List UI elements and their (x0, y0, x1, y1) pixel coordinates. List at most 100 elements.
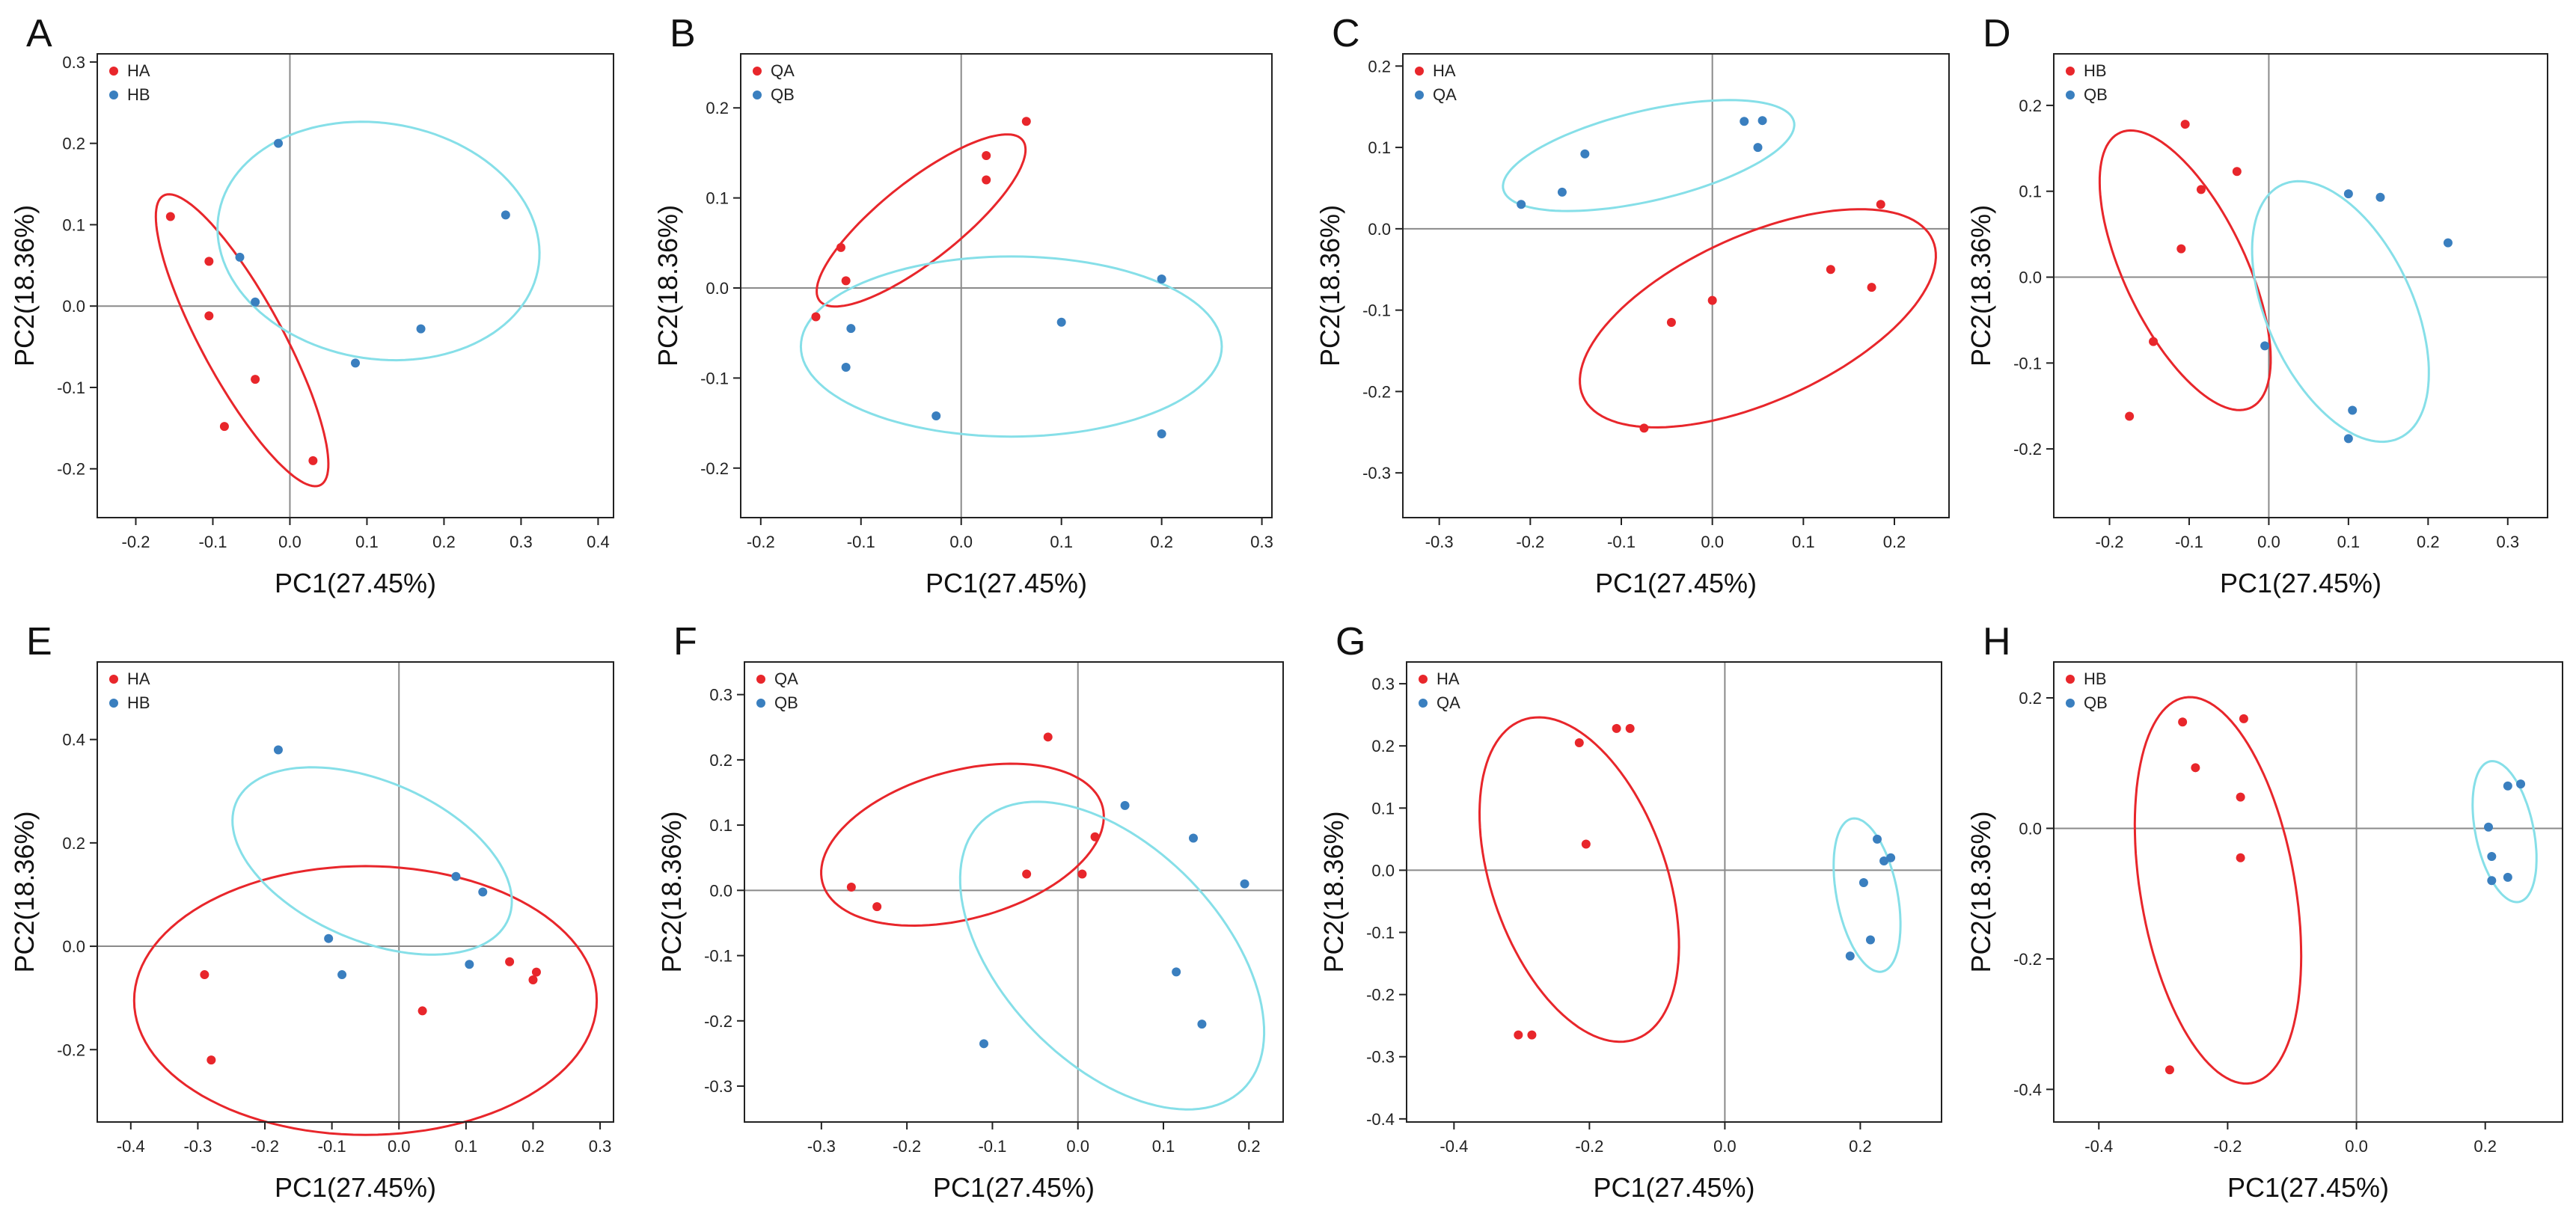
point-qa (836, 242, 845, 252)
y-tick-label: 0.2 (1371, 737, 1395, 755)
x-tick-label: -0.1 (318, 1137, 346, 1156)
x-tick-label: 0.2 (2417, 533, 2440, 551)
point-hb (2232, 167, 2242, 177)
legend-marker-qa (1415, 91, 1424, 99)
y-tick-label: 0.3 (1371, 675, 1395, 693)
y-tick-label: 0.0 (706, 279, 729, 298)
plot-frame (1402, 53, 1950, 518)
x-axis-label: PC1(27.45%) (2220, 568, 2381, 598)
panel-e: -0.4 -0.3 -0.2 -0.1 0.0 0.1 0.2 0.3 -0.2 0.0 0.2 0.… (9, 620, 614, 1203)
y-tick-label: 0.0 (2019, 819, 2042, 838)
plot-frame (2053, 661, 2563, 1123)
confidence-ellipse-qb (2251, 180, 2430, 444)
point-qa (982, 151, 991, 161)
legend-marker-qb (753, 91, 762, 99)
confidence-ellipse-qb (2471, 760, 2538, 904)
point-hb (2191, 763, 2200, 773)
y-tick-label: 0.0 (62, 937, 85, 956)
x-tick-label: -0.2 (122, 533, 150, 551)
point-qb (2343, 434, 2353, 444)
confidence-ellipse-ha (1579, 208, 1937, 429)
y-tick-label: -0.3 (704, 1077, 732, 1096)
point-qa (1886, 853, 1896, 862)
x-tick-label: 0.2 (1237, 1137, 1261, 1156)
plot-frame (2053, 53, 2548, 518)
panel-h: -0.4 -0.2 0.0 0.2 -0.4 -0.2 0.0 0.2 PC1(27.45%) P… (1965, 620, 2563, 1203)
panel-a: -0.2 -0.1 0.0 0.1 0.2 0.3 0.4 -0.2 -0.1 0.0 0.1 0.2… (9, 12, 614, 598)
point-ha (1867, 283, 1876, 292)
y-axis-label: PC2(18.36%) (652, 205, 683, 367)
x-tick-label: -0.1 (2175, 533, 2203, 551)
y-tick-label: -0.1 (700, 369, 729, 387)
point-qa (1858, 878, 1868, 888)
point-qb (2260, 341, 2270, 351)
point-qb (1240, 879, 1249, 889)
point-qa (1580, 149, 1590, 159)
point-qb (1157, 274, 1166, 283)
plot-frame (744, 661, 1284, 1123)
y-tick-label: -0.2 (1366, 986, 1395, 1005)
point-ha (1625, 723, 1635, 733)
point-ha (204, 311, 214, 321)
legend-label-ha: HA (127, 669, 150, 688)
panel-label: D (1983, 12, 2011, 55)
confidence-ellipse-hb (231, 766, 513, 956)
x-tick-label: -0.2 (747, 533, 775, 551)
x-tick-label: 0.2 (2473, 1137, 2497, 1156)
point-hb (2178, 717, 2188, 727)
x-tick-label: -0.3 (807, 1137, 836, 1156)
y-tick-label: 0.2 (62, 834, 85, 853)
point-qb (1056, 317, 1066, 327)
point-qb (846, 324, 856, 334)
y-tick-label: -0.1 (704, 947, 732, 966)
point-qa (872, 902, 882, 912)
confidence-ellipse-hb (2098, 129, 2272, 411)
plot-frame (740, 53, 1273, 518)
x-tick-label: 0.1 (1792, 533, 1815, 551)
legend-label-qb: QB (2084, 693, 2108, 712)
point-hb (2236, 792, 2245, 802)
x-tick-label: 0.1 (1152, 1137, 1175, 1156)
point-ha (531, 967, 541, 977)
y-tick-label: -0.1 (1362, 301, 1391, 320)
point-hb (2196, 185, 2206, 194)
point-hb (235, 252, 245, 262)
legend-marker-ha (109, 675, 118, 684)
y-tick-label: -0.1 (1366, 924, 1395, 942)
y-tick-label: 0.0 (1368, 220, 1391, 239)
point-qb (2516, 779, 2526, 789)
point-hb (2164, 1065, 2174, 1075)
panel-g: -0.4 -0.2 0.0 0.2 -0.4 -0.3 -0.2 -0.1 0.0 0.1 0.2 0… (1318, 620, 1942, 1203)
point-qa (1517, 200, 1526, 209)
y-tick-label: 0.2 (62, 135, 85, 153)
point-hb (273, 745, 283, 755)
x-tick-label: 0.1 (455, 1137, 478, 1156)
y-axis-label: PC2(18.36%) (1965, 811, 1996, 972)
point-hb (478, 887, 488, 897)
point-qb (979, 1039, 988, 1049)
legend-marker-ha (1419, 675, 1428, 684)
point-hb (274, 138, 284, 148)
y-tick-label: 0.0 (1371, 861, 1395, 880)
point-hb (501, 210, 510, 220)
x-tick-label: 0.1 (355, 533, 379, 551)
x-tick-label: 0.0 (2345, 1137, 2368, 1156)
point-qa (1879, 856, 1889, 865)
x-tick-label: -0.2 (1516, 533, 1544, 551)
y-axis-label: PC2(18.36%) (1965, 205, 1996, 367)
x-tick-label: -0.1 (847, 533, 875, 551)
point-ha (1666, 317, 1676, 327)
x-tick-label: 0.2 (1883, 533, 1906, 551)
point-qa (1757, 116, 1767, 126)
x-tick-label: 0.4 (587, 533, 610, 551)
x-tick-label: 0.0 (2257, 533, 2280, 551)
point-qb (2443, 238, 2453, 248)
point-qb (2484, 822, 2494, 832)
point-ha (1612, 723, 1621, 733)
plot-frame (97, 661, 614, 1123)
x-tick-label: 0.2 (1150, 533, 1173, 551)
y-tick-label: 0.0 (62, 297, 85, 316)
legend-label-qa: QA (774, 669, 798, 688)
point-qb (2375, 192, 2385, 202)
